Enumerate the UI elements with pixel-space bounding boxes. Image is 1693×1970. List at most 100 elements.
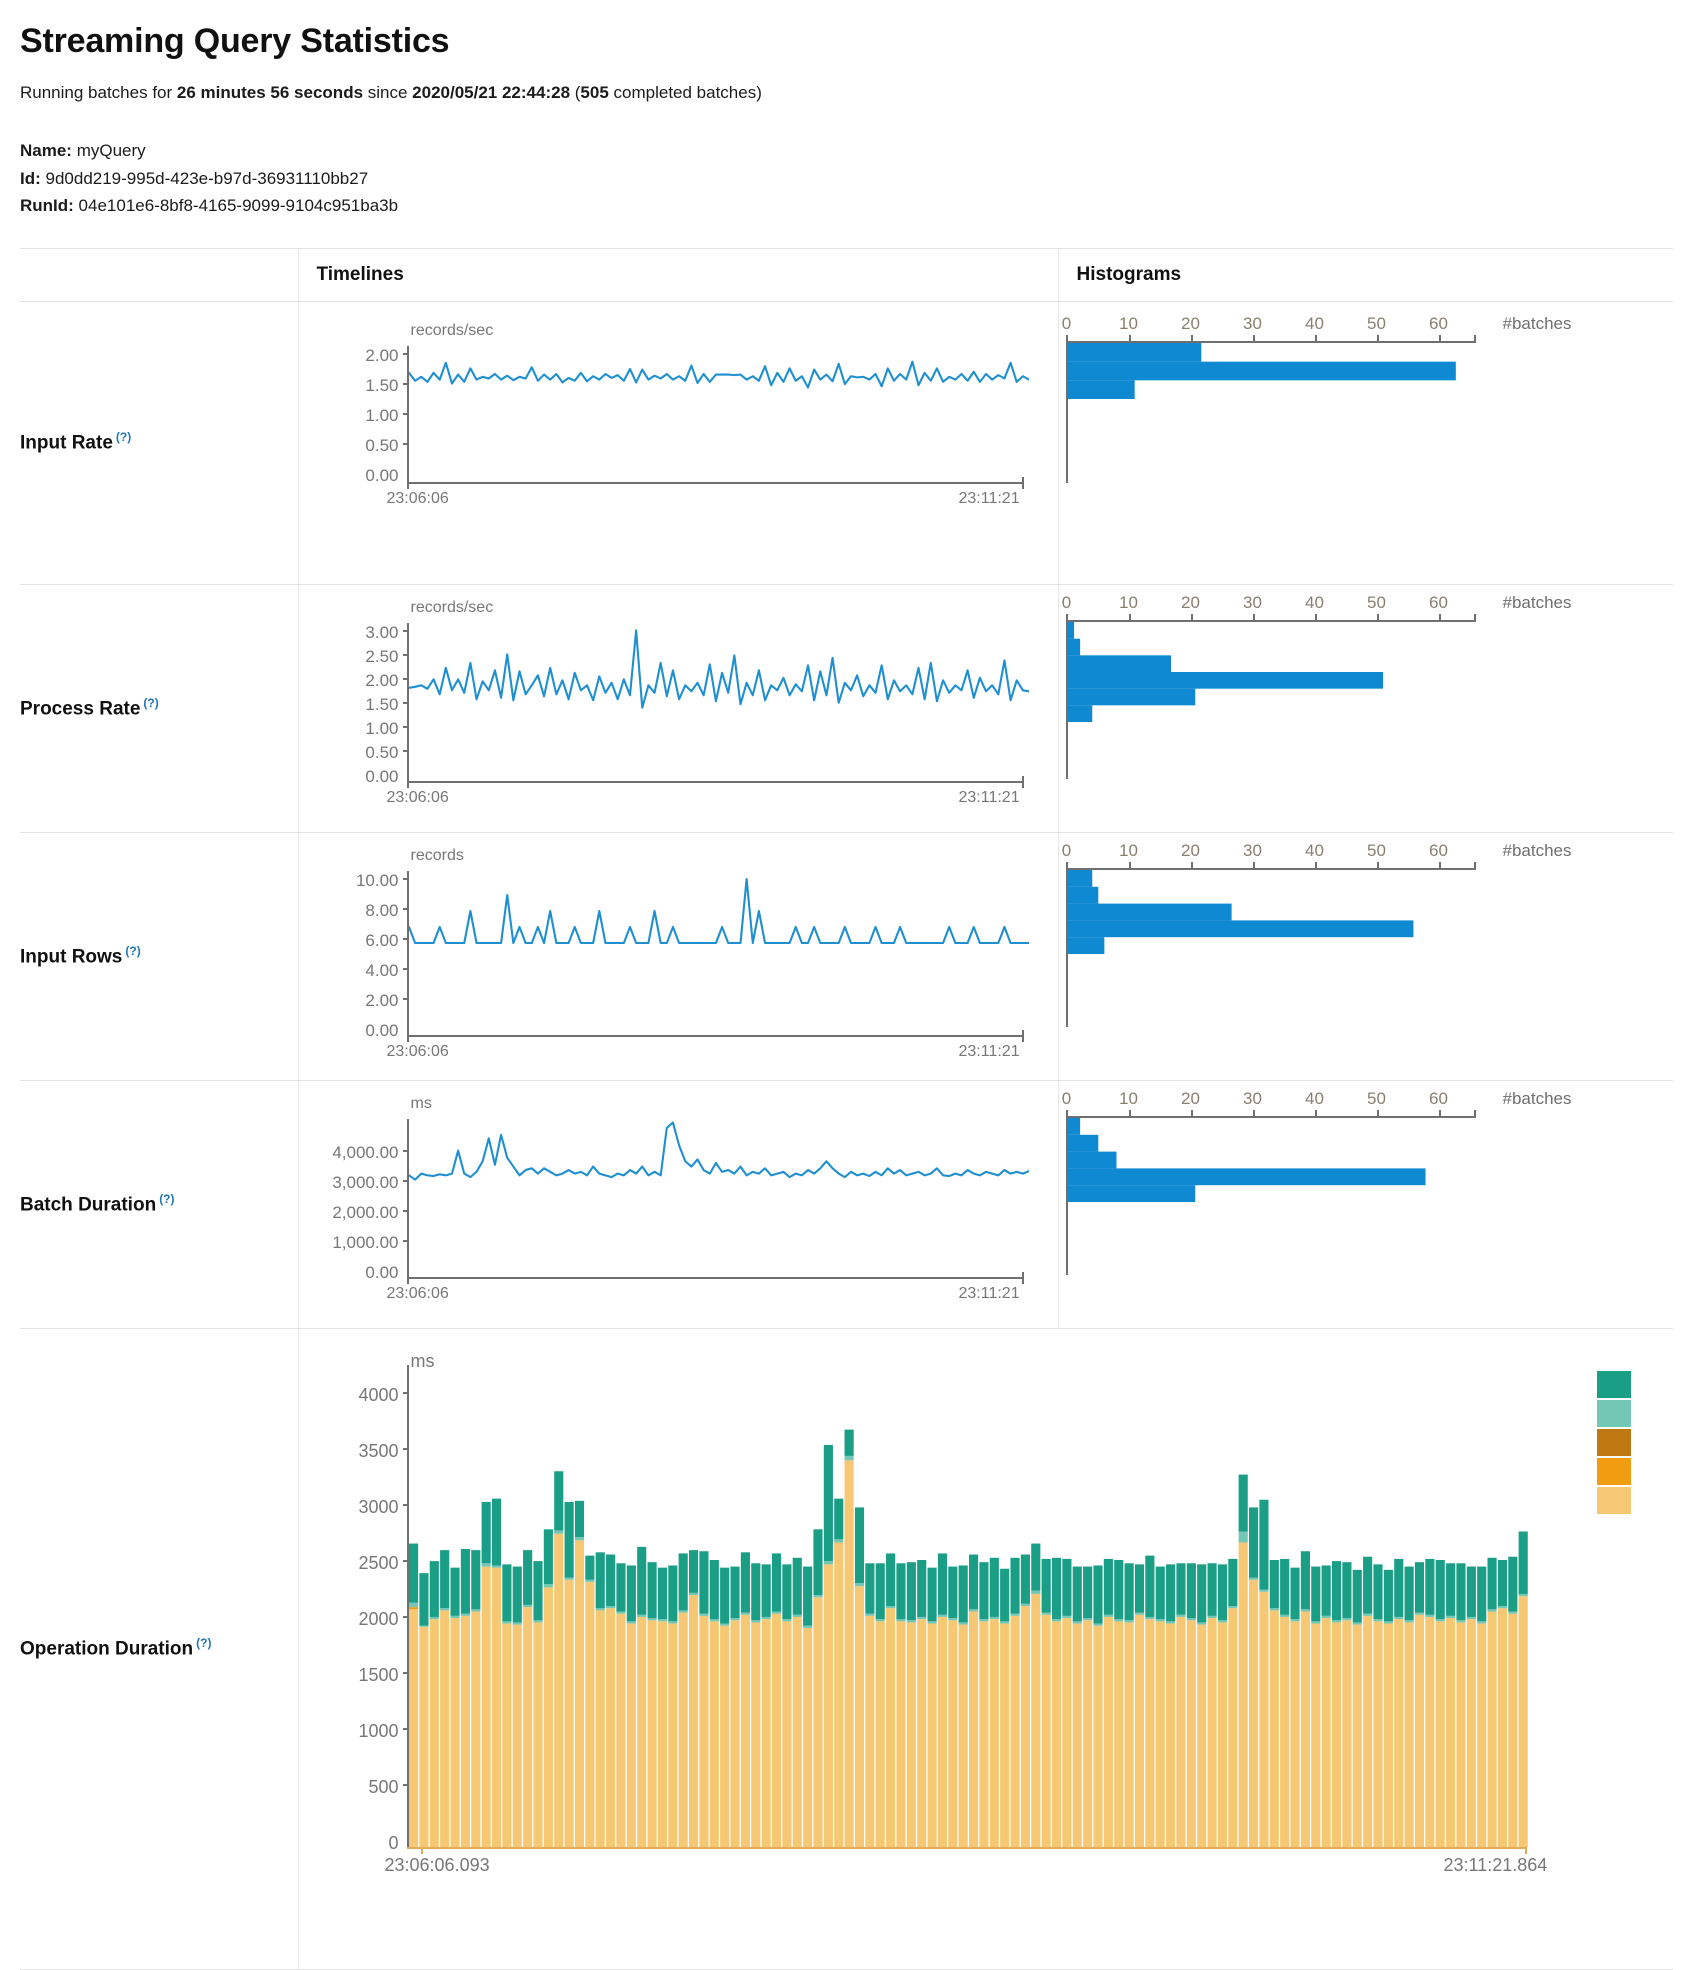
y-tick-label: 10.00 bbox=[355, 870, 399, 890]
stacked-bar-segment bbox=[1196, 1622, 1206, 1625]
x-tick-mark bbox=[406, 775, 409, 788]
legend-swatch-series-5[interactable] bbox=[1597, 1370, 1631, 1398]
y-tick-label: 1500 bbox=[358, 1664, 399, 1685]
x-tick-label-start: 23:06:06 bbox=[386, 489, 449, 507]
stacked-bar-segment bbox=[802, 1627, 812, 1847]
stacked-bar-segment bbox=[667, 1623, 677, 1847]
query-id-row: Id: 9d0dd219-995d-423e-b97d-36931110bb27 bbox=[20, 165, 1673, 193]
help-icon[interactable]: (?) bbox=[196, 1636, 212, 1651]
x-tick-mark bbox=[1473, 334, 1476, 343]
stacked-bar-segment bbox=[771, 1613, 781, 1847]
x-tick-mark bbox=[1021, 1029, 1024, 1042]
stacked-bar-segment bbox=[647, 1617, 657, 1620]
x-tick-label: 50 bbox=[1367, 1088, 1386, 1108]
stacked-bar-segment bbox=[543, 1586, 553, 1847]
stacked-bar-segment bbox=[875, 1620, 885, 1847]
stacked-bar-segment bbox=[740, 1614, 750, 1847]
statistics-table: Timelines Histograms Input Rate (?) recor… bbox=[20, 247, 1674, 1970]
x-tick-mark bbox=[1252, 613, 1255, 622]
input-rows-series bbox=[408, 877, 1029, 944]
stacked-bar-segment bbox=[460, 1613, 470, 1616]
stacked-bar-segment bbox=[719, 1567, 729, 1624]
stacked-bar-segment bbox=[615, 1613, 626, 1847]
stacked-bar-segment bbox=[895, 1562, 906, 1619]
batch-duration-histogram-chart: #batches 0 10 20 30 40 50 60 bbox=[1059, 1081, 1674, 1328]
stacked-bar-segment bbox=[1103, 1614, 1113, 1617]
stacked-bar-segment bbox=[1279, 1616, 1289, 1847]
x-tick-mark bbox=[1438, 861, 1441, 870]
help-icon[interactable]: (?) bbox=[125, 943, 141, 958]
process-rate-series bbox=[408, 629, 1029, 709]
stacked-bar-segment bbox=[1372, 1618, 1383, 1621]
stacked-bar-segment bbox=[1507, 1611, 1517, 1614]
stacked-bar-segment bbox=[1009, 1613, 1020, 1616]
y-tick-mark bbox=[402, 629, 409, 632]
y-tick-label: 0.00 bbox=[365, 766, 399, 786]
stacked-bar-segment bbox=[1321, 1615, 1331, 1618]
x-tick-mark bbox=[1252, 334, 1255, 343]
y-tick-mark bbox=[402, 1783, 409, 1786]
x-tick-label: 20 bbox=[1181, 1088, 1200, 1108]
table-row: Input Rows (?) records 10.00 8.00 6.00 4.… bbox=[20, 831, 1673, 1081]
operation-duration-chart: ms 4000 3500 3000 2500 2000 1500 1000 50… bbox=[299, 1329, 1674, 1969]
help-icon[interactable]: (?) bbox=[115, 430, 132, 445]
input-rows-timeline-chart: records 10.00 8.00 6.00 4.00 2.00 0.00 bbox=[299, 833, 1058, 1080]
y-tick-mark bbox=[402, 997, 409, 1000]
stacked-bar-segment bbox=[823, 1444, 833, 1561]
stacked-bar-segment bbox=[1155, 1618, 1165, 1621]
legend-swatch-series-1[interactable] bbox=[1597, 1486, 1631, 1514]
stacked-bar-segment bbox=[1383, 1623, 1393, 1847]
row-label-process-rate: Process Rate (?) bbox=[20, 583, 299, 833]
x-tick-label: 0 bbox=[1061, 313, 1072, 333]
legend-swatch-series-2[interactable] bbox=[1597, 1457, 1631, 1485]
y-tick-mark bbox=[402, 1149, 409, 1152]
stacked-bar-segment bbox=[771, 1553, 781, 1612]
stacked-bar-segment bbox=[1238, 1474, 1248, 1532]
y-tick-label: 0 bbox=[388, 1832, 399, 1853]
stacked-bar-segment bbox=[916, 1559, 926, 1617]
x-tick-mark bbox=[1128, 1109, 1131, 1118]
stacked-bar-segment bbox=[491, 1565, 501, 1568]
x-tick-mark bbox=[1376, 1109, 1379, 1118]
stacked-bar-segment bbox=[1248, 1507, 1258, 1578]
stacked-bar-segment bbox=[1341, 1619, 1351, 1847]
stacked-bar-segment bbox=[595, 1607, 605, 1610]
stacked-bar-segment bbox=[1331, 1619, 1341, 1623]
help-icon[interactable]: (?) bbox=[159, 1191, 175, 1206]
stacked-bar-segment bbox=[1092, 1625, 1103, 1847]
stacked-bar-segment bbox=[636, 1546, 646, 1615]
batches-axis-label: #batches bbox=[1502, 1088, 1572, 1108]
stacked-bar-segment bbox=[812, 1528, 823, 1595]
stacked-bar-segment bbox=[1435, 1620, 1445, 1847]
hist-x-axis-line bbox=[1065, 340, 1476, 343]
stacked-bar-segment bbox=[927, 1567, 937, 1621]
x-tick-label: 20 bbox=[1181, 313, 1200, 333]
legend-swatch-series-3[interactable] bbox=[1597, 1428, 1631, 1456]
x-axis-line bbox=[406, 1846, 1527, 1849]
y-axis-line bbox=[406, 870, 409, 1037]
stacked-bar-segment bbox=[584, 1579, 594, 1582]
stacked-bar-segment bbox=[615, 1611, 626, 1614]
help-icon[interactable]: (?) bbox=[143, 695, 159, 710]
stacked-bar-segment bbox=[906, 1619, 916, 1623]
histogram-bar bbox=[1067, 671, 1383, 689]
x-tick-label: 10 bbox=[1119, 313, 1138, 333]
cell-operation-duration: ms 4000 3500 3000 2500 2000 1500 1000 50… bbox=[298, 1327, 1674, 1970]
legend-swatch-series-4[interactable] bbox=[1597, 1399, 1631, 1427]
stacked-bar-segment bbox=[449, 1567, 460, 1616]
page-title: Streaming Query Statistics bbox=[20, 22, 450, 60]
stacked-bar-segment bbox=[657, 1567, 667, 1619]
stacked-bar-segment bbox=[501, 1563, 511, 1621]
histogram-bar bbox=[1067, 361, 1456, 380]
stacked-bar-segment bbox=[1321, 1565, 1331, 1616]
stacked-bar-segment bbox=[595, 1609, 605, 1847]
y-tick-mark bbox=[402, 1239, 409, 1242]
stacked-bar-segment bbox=[1207, 1615, 1217, 1618]
stacked-bar-segment bbox=[709, 1559, 719, 1619]
row-label-text: Input Rate bbox=[20, 432, 113, 454]
stacked-bar-segment bbox=[1362, 1613, 1372, 1616]
y-tick-label: 1.50 bbox=[365, 694, 399, 714]
stacked-bar-segment bbox=[781, 1620, 791, 1847]
stacked-bar-segment bbox=[1020, 1603, 1030, 1606]
series-polyline bbox=[408, 360, 1029, 389]
